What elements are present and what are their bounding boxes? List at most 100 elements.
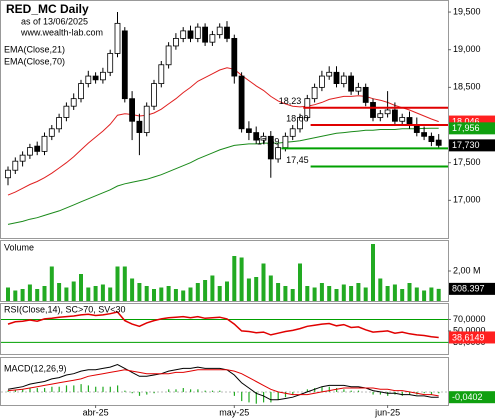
volume-bar (159, 287, 164, 301)
chart-subtitle: as of 13/06/2025 (21, 16, 88, 26)
macd-histogram-bar (314, 388, 316, 392)
macd-histogram-bar (248, 391, 250, 403)
macd-histogram-bar (233, 391, 235, 396)
value-box-label: 17,956 (452, 123, 480, 133)
volume-bar (203, 280, 208, 301)
volume-bar (276, 283, 281, 301)
value-box (449, 122, 495, 135)
volume-bar (188, 287, 193, 301)
volume-bar (57, 283, 62, 301)
macd-histogram-bar (438, 391, 440, 394)
macd-histogram-bar (284, 391, 287, 398)
candle-body (406, 117, 413, 126)
volume-bar (363, 287, 368, 301)
candle-body (209, 34, 216, 43)
candle-body (333, 71, 340, 85)
x-tick-label: jun-25 (374, 407, 400, 417)
macd-histogram-bar (131, 391, 133, 394)
level-label: 18,00 (286, 113, 309, 123)
candle-body (56, 117, 62, 130)
candle-body (231, 38, 238, 77)
macd-histogram-bar (357, 390, 360, 392)
candle-body (224, 26, 230, 39)
volume-bar (20, 289, 25, 301)
macd-histogram-bar (14, 389, 16, 392)
volume-bar (144, 286, 149, 301)
volume-bar (6, 287, 10, 301)
volume-bar (319, 283, 324, 301)
volume-bar (334, 289, 339, 301)
macd-histogram-bar (153, 391, 155, 394)
macd-histogram-bar (65, 385, 68, 392)
value-box (449, 139, 495, 152)
volume-bar (100, 284, 105, 301)
candle-body (413, 124, 420, 133)
macd-histogram-bar (190, 389, 192, 392)
macd-histogram-bar (379, 391, 381, 395)
macd-histogram-bar (277, 391, 279, 400)
volume-bar (327, 286, 332, 301)
macd-histogram-bar (51, 386, 53, 392)
macd-histogram-bar (102, 386, 104, 392)
volume-bar (341, 284, 346, 301)
macd-histogram-bar (197, 389, 199, 392)
candle-body (165, 45, 172, 66)
value-box (449, 391, 495, 404)
volume-bar (42, 286, 47, 301)
volume-bar (371, 244, 375, 301)
candle-body (377, 113, 384, 118)
candle-body (26, 147, 33, 156)
macd-histogram-bar (117, 385, 119, 392)
macd-histogram-bar (58, 386, 60, 392)
candle-body (428, 135, 435, 142)
candle-body (78, 83, 84, 100)
candle-body (326, 71, 333, 77)
volume-bar (246, 278, 251, 301)
macd-histogram-bar (219, 390, 221, 392)
volume-bar (115, 266, 120, 301)
ema-line (7, 127, 439, 225)
legend-entry: EMA(Close,21) (4, 44, 65, 54)
candle-body (245, 128, 252, 133)
candle-body (180, 30, 187, 39)
volume-bar (268, 275, 273, 301)
candle-body (85, 75, 92, 85)
volume-bar (225, 281, 229, 301)
y-tick-label: 19,000 (453, 44, 481, 54)
candle-body (19, 154, 26, 162)
macd-histogram-bar (350, 390, 352, 392)
marks: 18,23 18,00 17,69 17,45 (1, 11, 451, 408)
source: www.wealth-lab.com (20, 27, 103, 37)
macd-histogram-bar (138, 391, 141, 396)
candle-body (70, 98, 77, 107)
value-box (449, 331, 495, 344)
macd-histogram-bar (109, 386, 111, 392)
candle-body (41, 135, 48, 152)
y-tick-label: 19,500 (453, 6, 481, 16)
y-tick-label: 17,000 (453, 195, 481, 205)
volume-bar (298, 263, 302, 301)
macd-histogram-bar (95, 386, 97, 392)
chart-title: RED_MC Daily (6, 2, 89, 16)
candle-body (5, 169, 11, 179)
volume-bar (71, 281, 76, 301)
candle-body (399, 117, 406, 122)
candle-body (216, 26, 223, 36)
macd-histogram-bar (321, 386, 323, 392)
value-box-label: 808.397 (452, 284, 485, 294)
candle-body (355, 86, 362, 92)
macd-histogram-bar (328, 386, 330, 392)
candle-body (92, 75, 99, 81)
volume-bar (356, 283, 361, 301)
candle-body (282, 135, 289, 149)
candle-body (318, 75, 325, 88)
candle-body (340, 75, 347, 85)
candle-body (421, 132, 428, 137)
candle-body (362, 86, 369, 103)
volume-bar (254, 277, 259, 301)
candle-body (297, 117, 303, 130)
macd-histogram-bar (430, 391, 433, 395)
macd-histogram-bar (292, 391, 294, 395)
volume-bar (385, 286, 390, 301)
volume-bar (86, 287, 91, 301)
